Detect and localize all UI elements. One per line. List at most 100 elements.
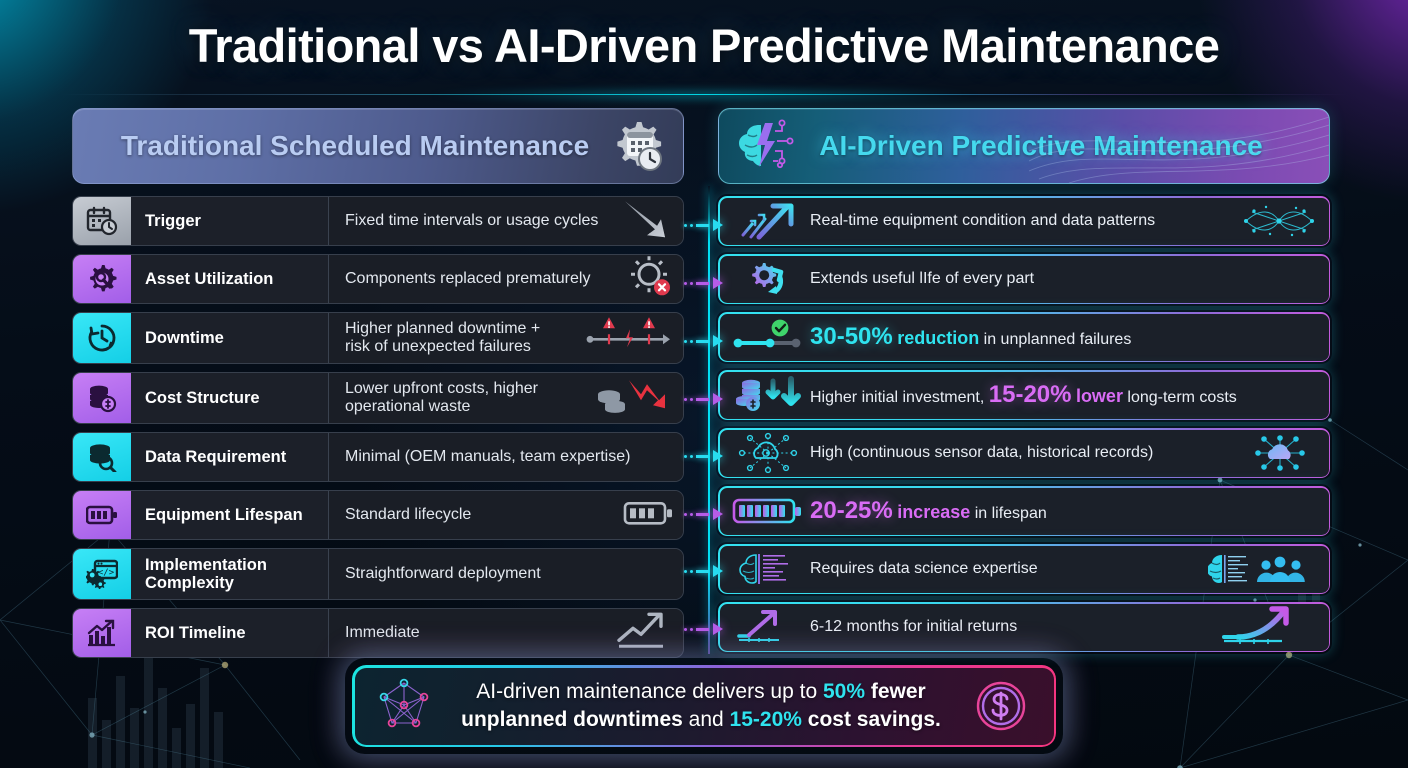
ai-row-suffix: in unplanned failures bbox=[983, 331, 1132, 349]
ai-row-prefix: Higher initial investment, bbox=[810, 389, 985, 407]
network-nodes-icon bbox=[1242, 202, 1320, 240]
stat-value: 15-20% bbox=[988, 381, 1072, 409]
ai-row-text: 6-12 months for initial returns bbox=[810, 617, 1018, 635]
brain-circuit-bolt-icon bbox=[735, 117, 797, 175]
summary-line2-prefix: unplanned downtimes bbox=[461, 708, 683, 731]
summary-line2-suffix: cost savings. bbox=[801, 708, 941, 731]
summary-stat-1: 50% bbox=[822, 680, 865, 704]
row-label: Asset Utilization bbox=[131, 255, 329, 303]
ai-row[interactable]: 6-12 months for initial returns bbox=[718, 602, 1330, 652]
timeline-warning-icon bbox=[583, 313, 675, 362]
svg-text:</>: </> bbox=[98, 568, 115, 578]
calendar-clock-icon bbox=[73, 197, 131, 245]
table-row[interactable]: Cost Structure Lower upfront costs, high… bbox=[72, 372, 684, 424]
row-label: ROI Timeline bbox=[131, 609, 329, 657]
header-divider bbox=[60, 94, 1348, 95]
trend-up-arrow-icon bbox=[613, 610, 675, 655]
row-value: Minimal (OEM manuals, team expertise) bbox=[329, 433, 683, 481]
ai-row[interactable]: Higher initial investment, 15-20% lower … bbox=[718, 370, 1330, 420]
cloud-sensors-icon bbox=[726, 432, 810, 474]
ai-row-text: High (continuous sensor data, historical… bbox=[810, 443, 1154, 461]
stat-value: 20-25% bbox=[810, 497, 893, 525]
row-label: Trigger bbox=[131, 197, 329, 245]
ai-row[interactable]: 30-50% reduction in unplanned failures bbox=[718, 312, 1330, 362]
ai-driven-column: AI-Driven Predictive Maintenance Real-ti bbox=[718, 108, 1330, 658]
summary-line1-suffix: fewer bbox=[865, 680, 926, 704]
table-row[interactable]: Equipment Lifespan Standard lifecycle bbox=[72, 490, 684, 540]
ai-row[interactable]: Extends useful lIfe of every part bbox=[718, 254, 1330, 304]
slider-check-icon bbox=[726, 318, 810, 356]
ai-row-suffix: in lifespan bbox=[974, 505, 1047, 523]
battery-full-icon bbox=[726, 495, 810, 527]
ai-row-text: 30-50% reduction in unplanned failures bbox=[810, 323, 1320, 351]
ai-row[interactable]: Requires data science expertise bbox=[718, 544, 1330, 594]
row-label: Downtime bbox=[131, 313, 329, 363]
ai-row-text: 20-25% increase in lifespan bbox=[810, 497, 1320, 525]
stat-emphasis: reduction bbox=[897, 328, 980, 349]
ai-rows: Real-time equipment condition and data p… bbox=[718, 196, 1330, 652]
table-row[interactable]: Asset Utilization Components replaced pr… bbox=[72, 254, 684, 304]
ai-row[interactable]: High (continuous sensor data, historical… bbox=[718, 428, 1330, 478]
network-molecule-icon bbox=[368, 675, 440, 737]
row-value: Components replaced prematurely bbox=[329, 255, 683, 303]
growth-curve-icon bbox=[726, 607, 810, 647]
brain-data-icon bbox=[726, 549, 810, 589]
table-row[interactable]: </> Implementation Complexity Straightfo… bbox=[72, 548, 684, 600]
row-label: Implementation Complexity bbox=[131, 549, 329, 599]
coins-down-arrow-icon bbox=[595, 373, 675, 423]
summary-line1-prefix: AI-driven maintenance delivers up to bbox=[476, 680, 823, 704]
row-value: Higher planned downtime + risk of unexpe… bbox=[329, 313, 683, 363]
page-title: Traditional vs AI-Driven Predictive Main… bbox=[188, 19, 1220, 72]
down-right-arrow-icon bbox=[615, 197, 675, 245]
gear-calendar-clock-icon bbox=[605, 118, 665, 174]
ai-row[interactable]: Real-time equipment condition and data p… bbox=[718, 196, 1330, 246]
stat-emphasis: increase bbox=[897, 502, 971, 523]
growth-curve-large-icon bbox=[1220, 605, 1320, 649]
traditional-column: Traditional Scheduled Maintenance bbox=[72, 108, 684, 658]
brain-team-icon bbox=[1208, 549, 1320, 589]
summary-text: AI-driven maintenance delivers up to 50%… bbox=[440, 678, 962, 733]
gear-refresh-icon bbox=[726, 259, 810, 299]
row-value: Fixed time intervals or usage cycles bbox=[329, 197, 683, 245]
coins-dollar-icon bbox=[73, 373, 131, 423]
comparison-board: Traditional Scheduled Maintenance bbox=[72, 108, 1336, 658]
code-gear-icon: </> bbox=[73, 549, 131, 599]
stat-value: 30-50% bbox=[810, 323, 893, 351]
row-label: Data Requirement bbox=[131, 433, 329, 481]
table-row[interactable]: Data Requirement Minimal (OEM manuals, t… bbox=[72, 432, 684, 482]
ai-row-suffix: long-term costs bbox=[1127, 389, 1237, 407]
battery-icon bbox=[73, 491, 131, 539]
row-value: Lower upfront costs, higher operational … bbox=[329, 373, 683, 423]
table-row[interactable]: Downtime Higher planned downtime + risk … bbox=[72, 312, 684, 364]
stat-emphasis: lower bbox=[1075, 386, 1123, 407]
ai-row[interactable]: 20-25% increase in lifespan bbox=[718, 486, 1330, 536]
summary-line2-conj: and bbox=[682, 708, 730, 731]
gear-error-icon bbox=[627, 255, 675, 303]
ai-row-text: Extends useful lIfe of every part bbox=[810, 269, 1035, 287]
traditional-header-label: Traditional Scheduled Maintenance bbox=[120, 130, 590, 161]
background-bars-decoration bbox=[88, 656, 223, 768]
bar-chart-arrow-icon bbox=[73, 609, 131, 657]
traditional-rows: Trigger Fixed time intervals or usage cy… bbox=[72, 196, 684, 658]
rising-arrows-icon bbox=[726, 201, 810, 241]
cloud-network-icon bbox=[1244, 433, 1320, 473]
gear-wrench-icon bbox=[73, 255, 131, 303]
coins-down-arrows-icon bbox=[726, 375, 810, 415]
table-row[interactable]: ROI Timeline Immediate bbox=[72, 608, 684, 658]
clock-refresh-icon bbox=[73, 313, 131, 363]
row-label: Equipment Lifespan bbox=[131, 491, 329, 539]
battery-half-icon bbox=[623, 497, 675, 532]
row-value: Immediate bbox=[329, 609, 683, 657]
database-search-icon bbox=[73, 433, 131, 481]
ai-header-label: AI-Driven Predictive Maintenance bbox=[819, 130, 1263, 161]
ai-row-text: Higher initial investment, 15-20% lower … bbox=[810, 381, 1320, 409]
summary-stat-2: 15-20% bbox=[729, 708, 802, 731]
dollar-circle-icon bbox=[962, 678, 1040, 734]
row-value: Straightforward deployment bbox=[329, 549, 683, 599]
row-value: Standard lifecycle bbox=[329, 491, 683, 539]
traditional-column-header: Traditional Scheduled Maintenance bbox=[72, 108, 684, 184]
ai-row-text: Requires data science expertise bbox=[810, 559, 1038, 577]
ai-row-text: Real-time equipment condition and data p… bbox=[810, 211, 1156, 229]
summary-banner[interactable]: AI-driven maintenance delivers up to 50%… bbox=[352, 665, 1056, 747]
table-row[interactable]: Trigger Fixed time intervals or usage cy… bbox=[72, 196, 684, 246]
